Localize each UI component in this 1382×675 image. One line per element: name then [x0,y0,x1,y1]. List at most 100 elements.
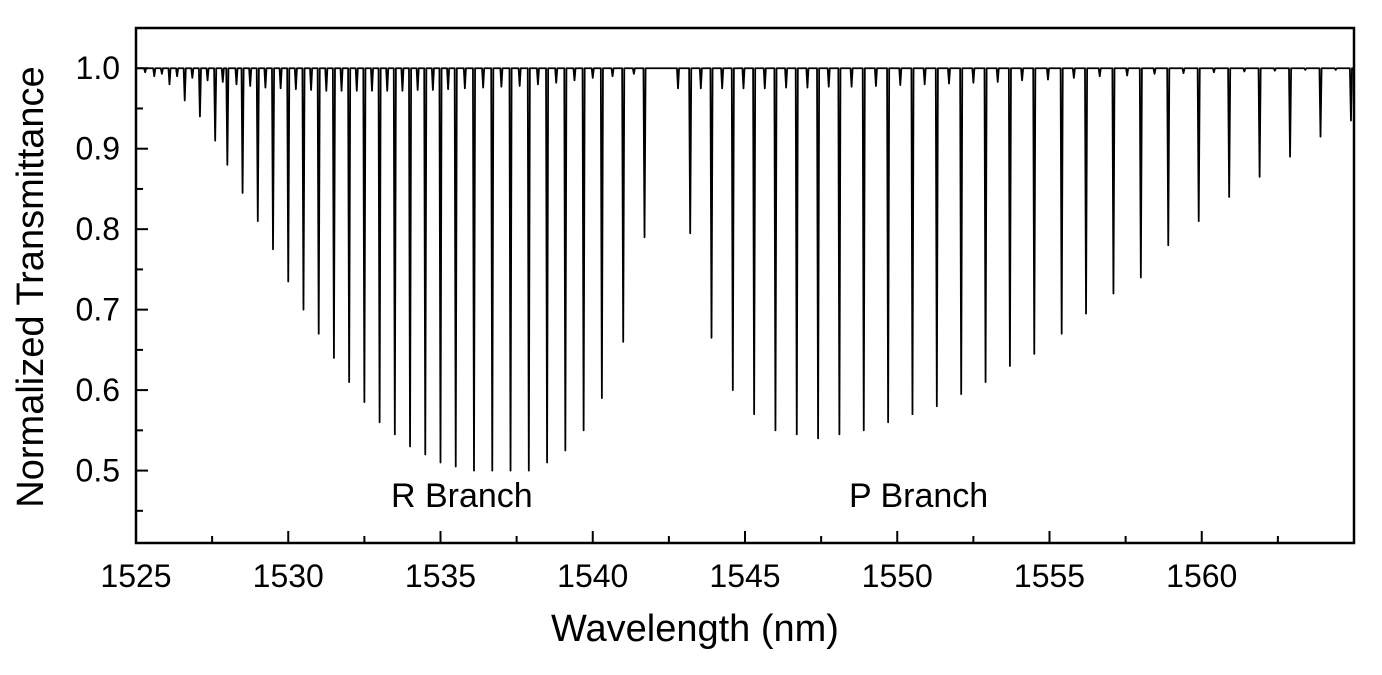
absorption-line-point [911,413,914,415]
absorption-line-point [1061,333,1063,335]
absorption-line-point [491,469,493,472]
plot-area [135,67,1355,472]
absorption-line-point [633,73,635,75]
absorption-line-point [176,75,178,77]
absorption-line-point [1319,136,1322,138]
absorption-line-point [601,397,603,399]
absorption-line-point [455,465,457,468]
absorption-line-point [924,83,926,85]
absorption-line-point [424,453,426,456]
absorption-line-point [287,280,289,283]
absorption-line-point [611,75,614,77]
absorption-line-point [257,220,259,222]
absorption-line-point [875,85,877,87]
absorption-line-point [850,86,853,88]
absorption-line-point [1047,78,1049,81]
absorption-line-point [555,82,557,84]
absorption-line-point [356,90,358,92]
absorption-line-point [742,87,745,89]
absorption-line-point [394,433,396,435]
absorption-line-point [1140,276,1142,279]
absorption-line-point [1304,69,1306,71]
absorption-line-point [348,381,350,383]
absorption-line-point [753,413,755,415]
x-axis: 1525 1530 1535 1540 1545 1550 1555 1560 [100,531,1279,594]
x-tick-label: 1530 [253,558,324,594]
y-tick-label: 0.8 [76,211,120,247]
absorption-line-point [318,333,320,335]
y-tick-label: 0.7 [76,292,120,328]
absorption-line-point [828,86,830,88]
absorption-line-point [340,90,343,92]
absorption-line-point [409,445,411,448]
absorption-line-point [295,88,297,90]
absorption-line-point [214,140,216,142]
absorption-line-point [960,393,962,395]
absorption-line-point [764,87,766,89]
absorption-line-point [432,89,434,91]
absorption-line-point [464,87,466,89]
absorption-line-point [241,192,244,194]
absorption-line-point [1126,74,1128,77]
absorption-line-point [302,309,305,311]
absorption-line-point [310,89,312,91]
y-tick-label: 0.9 [76,131,120,167]
absorption-line-point [1112,292,1115,295]
branch-label: P Branch [849,477,988,515]
absorption-line-point [168,83,171,85]
y-tick-label: 1.0 [76,50,120,86]
absorption-line-point [1085,313,1087,315]
absorption-line-point [439,461,442,464]
absorption-line-point [583,429,585,431]
absorption-line-point [161,73,163,75]
absorption-line-point [1099,75,1101,77]
absorption-line-point [1335,69,1337,71]
absorption-line-point [1274,70,1276,72]
y-axis-title: Normalized Transmittance [10,66,52,507]
x-tick-label: 1545 [709,558,780,594]
absorption-line-point [206,79,209,81]
absorption-line-point [899,84,901,86]
absorption-line-point [1021,79,1023,81]
x-tick-label: 1560 [1166,558,1237,594]
absorption-line-point [1033,353,1035,355]
absorption-line-point [710,337,713,339]
absorption-line-point [863,429,865,431]
absorption-line-point [1009,365,1011,367]
absorption-line-point [1198,220,1200,222]
absorption-line-point [1289,156,1291,158]
absorption-line-point [785,86,787,89]
branch-label: R Branch [391,477,533,515]
absorption-line-point [363,401,365,403]
absorption-line-point [1259,176,1261,178]
absorption-line-point [806,86,809,89]
absorption-line-point [144,71,146,73]
absorption-line-point [226,164,228,166]
absorption-line-point [401,90,404,92]
absorption-line-point [417,89,419,91]
absorption-line-point [528,469,530,472]
absorption-line-point [371,90,373,92]
absorption-line-point [689,232,691,234]
absorption-line-point [199,115,201,118]
absorption-line-point [546,461,548,464]
x-tick-label: 1525 [100,558,171,594]
absorption-line-point [1167,244,1169,246]
absorption-line-point [721,87,723,89]
y-tick-label: 0.6 [76,372,120,408]
absorption-line-point [1228,196,1230,198]
absorption-line-point [1073,77,1075,79]
absorption-line-point [249,85,251,87]
absorption-line-point [325,90,327,92]
absorption-line-point [482,86,484,89]
absorption-line-point [379,421,381,423]
absorption-line-point [280,87,282,89]
absorption-line-point [191,77,193,79]
absorption-line-point [573,79,576,81]
y-axis: 0.5 0.6 0.7 0.8 0.9 1.0 [76,50,148,512]
absorption-line-point [948,82,950,85]
absorption-line-point [235,83,238,85]
absorption-line-point [272,248,274,250]
absorption-line-point [732,389,734,391]
